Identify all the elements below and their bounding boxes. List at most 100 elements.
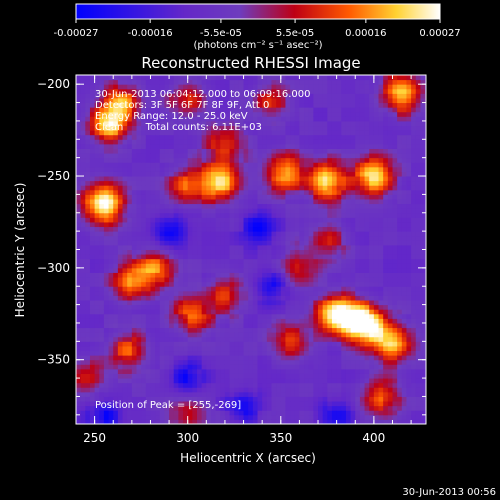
heatmap-cell <box>369 176 375 182</box>
heatmap-cell <box>103 277 110 283</box>
heatmap-cell <box>85 130 91 136</box>
heatmap-cell <box>220 134 226 140</box>
heatmap-cell <box>318 272 324 278</box>
heatmap-cell <box>89 368 96 374</box>
heatmap-cell <box>220 382 226 388</box>
heatmap-cell <box>169 194 175 200</box>
heatmap-cell <box>378 272 384 278</box>
heatmap-cell <box>378 304 384 310</box>
heatmap-cell <box>327 391 333 397</box>
heatmap-cell <box>206 295 212 301</box>
heatmap-cell <box>266 221 272 228</box>
heatmap-cell <box>341 396 347 402</box>
heatmap-cell <box>108 281 114 287</box>
heatmap-cell <box>103 79 110 85</box>
heatmap-cell <box>280 277 286 283</box>
heatmap-cell <box>89 102 96 108</box>
heatmap-cell <box>294 208 300 214</box>
heatmap-cell <box>215 414 221 420</box>
heatmap-cell <box>85 153 91 159</box>
heatmap-cell <box>155 277 161 283</box>
heatmap-cell <box>145 153 151 159</box>
heatmap-cell <box>99 79 105 85</box>
heatmap-cell <box>364 272 370 278</box>
heatmap-cell <box>197 93 203 99</box>
heatmap-cell <box>99 410 105 416</box>
heatmap-cell <box>308 244 314 250</box>
heatmap-cell <box>141 281 147 287</box>
heatmap-cell <box>76 254 82 260</box>
heatmap-cell <box>169 405 175 411</box>
heatmap-cell <box>350 304 356 310</box>
heatmap-cell <box>271 212 277 218</box>
heatmap-cell <box>187 249 193 255</box>
heatmap-cell <box>173 300 179 306</box>
heatmap-cell <box>178 378 184 384</box>
heatmap-cell <box>224 327 231 333</box>
heatmap-cell <box>127 75 133 81</box>
heatmap-cell <box>113 318 119 324</box>
heatmap-cell <box>117 84 124 90</box>
heatmap-cell <box>252 258 259 264</box>
heatmap-cell <box>210 300 217 306</box>
heatmap-cell <box>159 414 165 420</box>
heatmap-cell <box>201 148 207 154</box>
heatmap-cell <box>266 153 272 159</box>
heatmap-cell <box>220 322 226 329</box>
heatmap-cell <box>373 116 380 122</box>
heatmap-cell <box>80 309 86 315</box>
heatmap-cell <box>373 272 380 278</box>
heatmap-cell <box>201 120 207 127</box>
heatmap-cell <box>164 125 170 131</box>
heatmap-cell <box>210 194 217 200</box>
heatmap-cell <box>76 286 82 292</box>
heatmap-cell <box>187 116 193 122</box>
heatmap-cell <box>331 107 338 113</box>
heatmap-cell <box>94 277 100 283</box>
heatmap-cell <box>331 387 338 393</box>
heatmap-cell <box>327 405 333 411</box>
heatmap-cell <box>336 107 342 113</box>
heatmap-cell <box>192 79 198 85</box>
heatmap-cell <box>127 309 133 315</box>
heatmap-cell <box>331 373 338 379</box>
heatmap-cell <box>145 107 151 113</box>
heatmap-cell <box>197 332 203 338</box>
heatmap-cell <box>131 203 138 209</box>
heatmap-cell <box>215 341 221 347</box>
heatmap-cell <box>318 401 324 407</box>
heatmap-cell <box>113 391 119 397</box>
heatmap-cell <box>234 176 240 182</box>
heatmap-cell <box>243 107 249 113</box>
heatmap-cell <box>294 116 300 122</box>
heatmap-cell <box>85 180 91 186</box>
heatmap-cell <box>150 332 156 338</box>
heatmap-cell <box>304 244 310 250</box>
heatmap-cell <box>327 198 333 205</box>
heatmap-cell <box>257 336 263 342</box>
heatmap-cell <box>336 198 342 205</box>
heatmap-cell <box>136 309 142 315</box>
heatmap-cell <box>299 300 305 306</box>
heatmap-cell <box>145 368 151 374</box>
heatmap-cell <box>197 235 203 241</box>
heatmap-cell <box>122 258 128 264</box>
heatmap-cell <box>373 185 380 191</box>
heatmap-cell <box>336 111 342 117</box>
heatmap-cell <box>341 240 347 246</box>
heatmap-cell <box>131 84 138 90</box>
heatmap-cell <box>359 130 366 136</box>
heatmap-cell <box>164 107 170 113</box>
heatmap-cell <box>192 327 198 333</box>
heatmap-cell <box>234 194 240 200</box>
heatmap-cell <box>252 254 259 260</box>
heatmap-cell <box>210 318 217 324</box>
heatmap-cell <box>183 359 189 365</box>
heatmap-cell <box>248 180 254 186</box>
heatmap-cell <box>280 79 286 85</box>
heatmap-cell <box>229 189 235 195</box>
heatmap-cell <box>369 304 375 310</box>
heatmap-cell <box>262 75 268 81</box>
heatmap-cell <box>164 272 170 278</box>
heatmap-cell <box>304 120 310 127</box>
